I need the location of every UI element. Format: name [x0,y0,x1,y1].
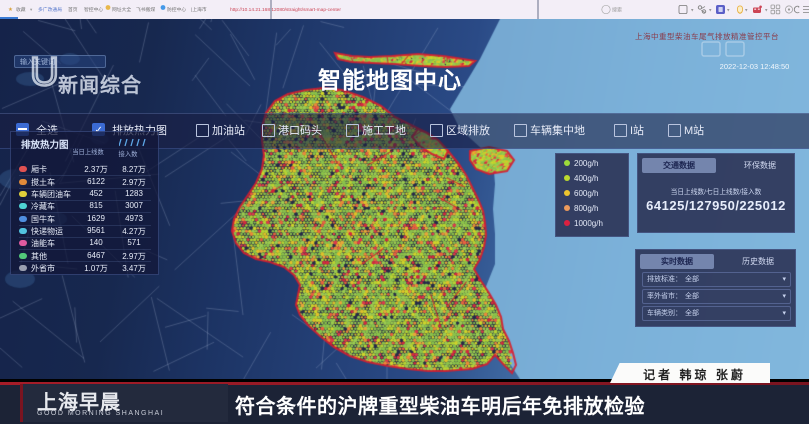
svg-text:▾: ▾ [765,8,768,14]
svg-text:智控中心: 智控中心 [84,6,103,13]
svg-text:U: U [30,50,59,94]
svg-text:|上海市: |上海市 [191,6,207,13]
svg-text:网址大全: 网址大全 [112,6,131,13]
svg-text:收藏: 收藏 [16,6,26,13]
svg-text:多广改通局: 多广改通局 [38,6,62,13]
svg-text:▾: ▾ [30,7,33,12]
svg-text:★: ★ [8,6,13,13]
svg-text:防控中心: 防控中心 [167,6,186,13]
svg-text:▾: ▾ [745,8,748,14]
svg-text:▾: ▾ [727,8,730,14]
svg-text:▾: ▾ [709,8,712,14]
svg-text:飞书搬煤: 飞书搬煤 [136,6,155,13]
svg-text:http://10.14.21.168:12080/stra: http://10.14.21.168:12080/straight/smart… [230,7,341,13]
svg-text:▾: ▾ [691,8,694,14]
svg-text:搜索: 搜索 [612,7,622,14]
svg-text:首页: 首页 [68,6,78,13]
